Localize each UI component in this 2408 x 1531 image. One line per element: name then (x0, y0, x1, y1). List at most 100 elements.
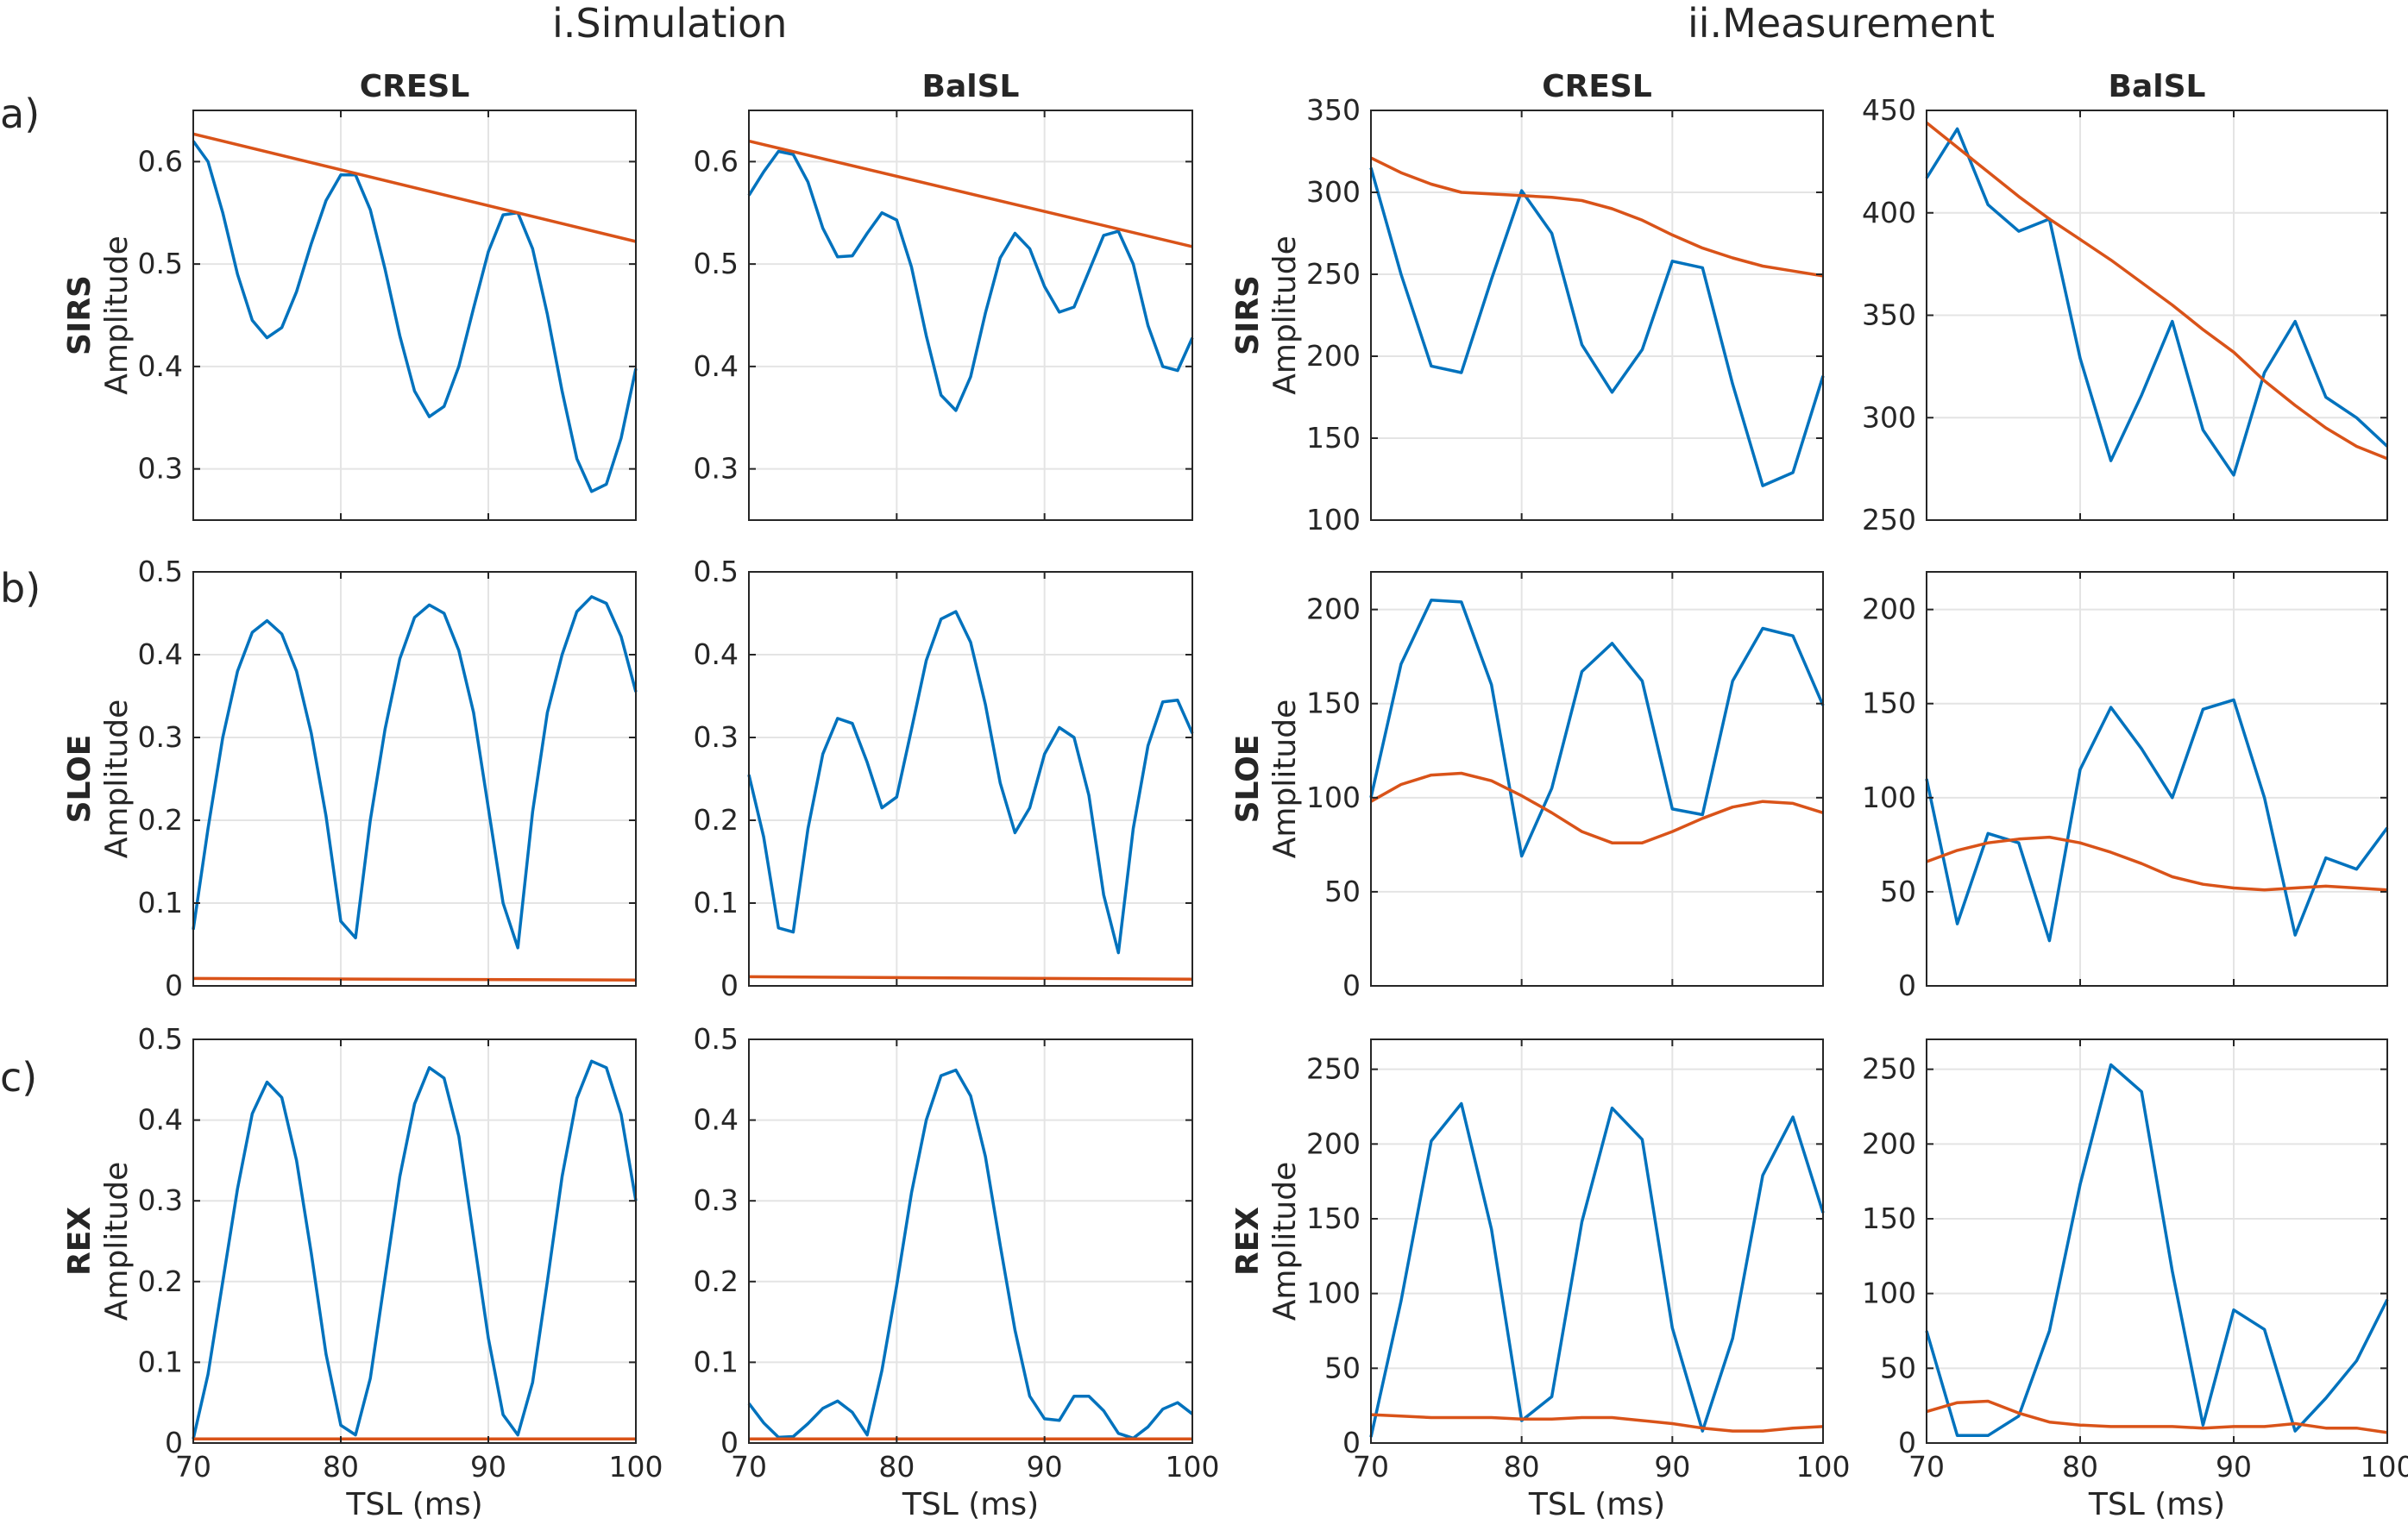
column-title: CRESL (360, 69, 470, 104)
axes-box (193, 110, 636, 520)
y-tick-label: 50 (1324, 1351, 1361, 1384)
series-line-blue (1371, 600, 1823, 856)
y-tick-label: 150 (1306, 421, 1361, 455)
x-tick-label: 100 (2361, 1450, 2408, 1484)
y-tick-label: 0.5 (694, 1022, 739, 1056)
y-tick-label: 50 (1324, 875, 1361, 908)
y-tick-label: 0.5 (694, 555, 739, 588)
y-tick-label: 0.3 (694, 452, 739, 486)
y-tick-label: 0 (1342, 969, 1361, 1002)
chart-panel-b-meas-cresl: 0 50 100 150 200 SLOE Amplitude (1230, 572, 1823, 1002)
y-axis-label: Amplitude (99, 1162, 135, 1321)
y-tick-label: 0.2 (694, 803, 739, 837)
y-tick-label: 150 (1306, 687, 1361, 720)
y-tick-label: 200 (1306, 1126, 1361, 1160)
series-line-orange (1371, 1415, 1823, 1431)
x-tick-label: 80 (2062, 1450, 2098, 1484)
x-tick-label: 70 (1353, 1450, 1389, 1484)
y-tick-label: 400 (1862, 196, 1916, 229)
figure-canvas: 0.30.40.50.6CRESLSIRS Amplitude0.30.40.50… (0, 0, 2408, 1531)
y-tick-label: 0.4 (138, 1103, 183, 1137)
series-line-blue (193, 597, 636, 948)
y-tick-label: 250 (1306, 257, 1361, 291)
y-tick-label: 200 (1306, 593, 1361, 626)
series-line-blue (193, 1061, 636, 1439)
chart-panel-a-sim-cresl: 0.30.40.50.6CRESLSIRS Amplitude (62, 69, 636, 520)
y-tick-label: 200 (1862, 1126, 1916, 1160)
y-tick-label: 0.4 (138, 637, 183, 671)
y-tick-label: 0 (1898, 969, 1916, 1002)
row-name-label: SLOE (1230, 735, 1266, 824)
series-line-blue (193, 141, 636, 492)
x-tick-label: 90 (470, 1450, 506, 1484)
x-tick-label: 100 (1166, 1450, 1220, 1484)
y-tick-label: 0.3 (138, 1183, 183, 1217)
chart-panel-c-sim-cresl: 0 0.1 0.2 0.3 0.4 0.5 70 80 90 100 TSL (ms) REX Ampl… (62, 1022, 663, 1522)
row-name-label: SLOE (62, 735, 97, 824)
y-tick-label: 250 (1862, 1052, 1916, 1086)
y-tick-label: 0.3 (138, 452, 183, 486)
y-tick-label: 0.1 (694, 886, 739, 919)
y-axis-label: Amplitude (99, 700, 135, 858)
y-tick-label: 200 (1862, 593, 1916, 626)
row-name-label: SIRS (62, 275, 97, 355)
chart-panel-c-meas-cresl: 05010015020025070 80 90 100TSL (ms)REX Ampli… (1230, 1039, 1851, 1522)
x-tick-label: 90 (2216, 1450, 2252, 1484)
axes-box (749, 110, 1192, 520)
y-tick-label: 0.1 (138, 1345, 183, 1378)
axes-box (1927, 572, 2387, 986)
y-axis-label: Amplitude (1267, 1162, 1303, 1321)
y-tick-label: 0.2 (138, 803, 183, 837)
y-tick-label: 0.5 (138, 247, 183, 280)
axes-box (1371, 572, 1823, 986)
y-tick-label: 150 (1862, 1202, 1916, 1235)
x-tick-label: 70 (175, 1450, 211, 1484)
chart-panel-a-sim-balsl: 0.3 0.4 0.5 0.6 BalSL (694, 69, 1192, 520)
series-line-orange (1927, 122, 2387, 459)
chart-panel-c-sim-balsl: 0 0.1 0.2 0.3 0.4 0.5 70 80 90 100 TSL (ms) (694, 1022, 1220, 1522)
y-tick-label: 100 (1306, 1277, 1361, 1310)
y-tick-label: 0.3 (138, 720, 183, 754)
y-tick-label: 300 (1306, 175, 1361, 209)
y-tick-label: 0 (165, 969, 183, 1002)
series-line-orange (1371, 158, 1823, 276)
axes-box (749, 572, 1192, 986)
y-tick-label: 250 (1862, 503, 1916, 536)
x-tick-label: 100 (609, 1450, 663, 1484)
series-line-blue (1927, 700, 2387, 940)
column-title: CRESL (1542, 69, 1652, 104)
column-title: BalSL (922, 69, 1020, 104)
series-line-orange (749, 976, 1192, 979)
chart-panel-b-meas-balsl: 0 50 100 150 200 (1862, 572, 2387, 1002)
y-tick-label: 350 (1862, 298, 1916, 332)
x-axis-label: TSL (ms) (2088, 1487, 2225, 1522)
y-tick-label: 100 (1306, 781, 1361, 814)
x-tick-label: 80 (1504, 1450, 1540, 1484)
series-line-orange (193, 134, 636, 242)
y-tick-label: 0.3 (694, 1183, 739, 1217)
series-line-orange (1927, 838, 2387, 890)
y-tick-label: 0.5 (694, 247, 739, 280)
x-tick-label: 80 (323, 1450, 359, 1484)
series-line-blue (1927, 1065, 2387, 1436)
series-line-blue (749, 612, 1192, 953)
y-tick-label: 50 (1880, 875, 1916, 908)
series-line-blue (749, 1070, 1192, 1439)
y-tick-label: 100 (1862, 1277, 1916, 1310)
y-tick-label: 0.1 (694, 1345, 739, 1378)
y-tick-label: 0.3 (694, 720, 739, 754)
y-axis-label: Amplitude (1267, 700, 1303, 858)
x-tick-label: 100 (1796, 1450, 1851, 1484)
x-tick-label: 90 (1654, 1450, 1690, 1484)
chart-panel-b-sim-cresl: 0 0.1 0.2 0.3 0.4 0.5 SLOE Amplitude (62, 555, 636, 1002)
y-tick-label: 150 (1862, 687, 1916, 720)
y-tick-label: 50 (1880, 1351, 1916, 1384)
y-tick-label: 0.5 (138, 555, 183, 588)
chart-panel-a-meas-cresl: 100 150 200 250 300 350 CRESL SIRS Amplitude (1230, 69, 1823, 536)
x-axis-label: TSL (ms) (902, 1487, 1039, 1522)
y-tick-label: 300 (1862, 400, 1916, 434)
y-tick-label: 0.4 (694, 349, 739, 383)
y-tick-label: 100 (1306, 503, 1361, 536)
y-tick-label: 0.4 (694, 637, 739, 671)
y-tick-label: 0.5 (138, 1022, 183, 1056)
